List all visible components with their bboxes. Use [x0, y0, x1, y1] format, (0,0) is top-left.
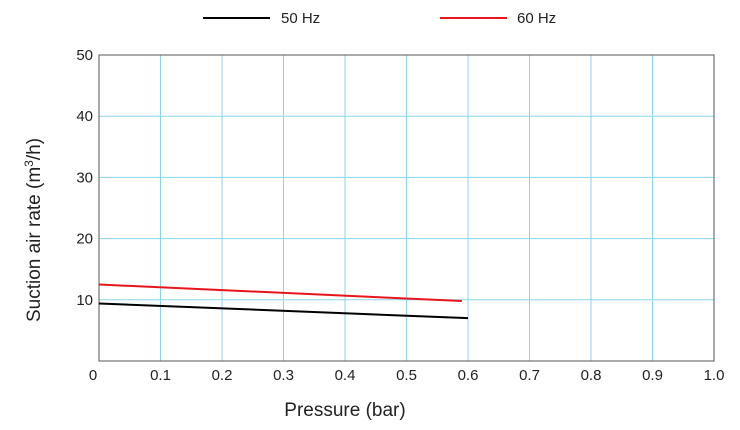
y-tick-label: 20 — [76, 231, 93, 248]
x-tick-label: 0 — [89, 367, 97, 384]
legend-label-60hz: 60 Hz — [517, 10, 556, 27]
x-axis-label: Pressure (bar) — [284, 400, 405, 421]
y-tick-label: 30 — [76, 169, 93, 186]
x-tick-labels: 0 0.1 0.2 0.3 0.4 0.5 0.6 0.7 0.8 0.9 1.0 — [89, 367, 725, 384]
x-tick-label: 0.2 — [212, 367, 233, 384]
x-tick-label: 0.9 — [642, 367, 663, 384]
y-tick-label: 40 — [76, 108, 93, 125]
x-tick-label: 0.6 — [458, 367, 479, 384]
x-tick-label: 0.8 — [581, 367, 602, 384]
grid — [99, 55, 714, 361]
plot-frame — [98, 54, 715, 362]
x-tick-label: 0.3 — [273, 367, 294, 384]
x-tick-label: 0.4 — [335, 367, 356, 384]
y-tick-labels: 10 20 30 40 50 — [76, 47, 93, 309]
legend: 50 Hz 60 Hz — [203, 10, 556, 27]
series-line-60hz — [98, 283, 462, 303]
series-line-50hz — [98, 302, 469, 320]
x-tick-label: 0.5 — [396, 367, 417, 384]
x-tick-label: 1.0 — [704, 367, 725, 384]
y-axis-label: Suction air rate (m3/h) — [22, 138, 45, 322]
y-axis-label-main: Suction air rate (m — [24, 167, 45, 322]
y-axis-label-superscript: 3 — [22, 160, 36, 167]
y-tick-label: 10 — [76, 292, 93, 309]
series-layer — [98, 283, 469, 320]
y-tick-label: 50 — [76, 47, 93, 64]
y-axis-label-tail: /h) — [24, 138, 45, 160]
x-tick-label: 0.1 — [150, 367, 171, 384]
legend-label-50hz: 50 Hz — [281, 10, 320, 27]
x-tick-label: 0.7 — [519, 367, 540, 384]
